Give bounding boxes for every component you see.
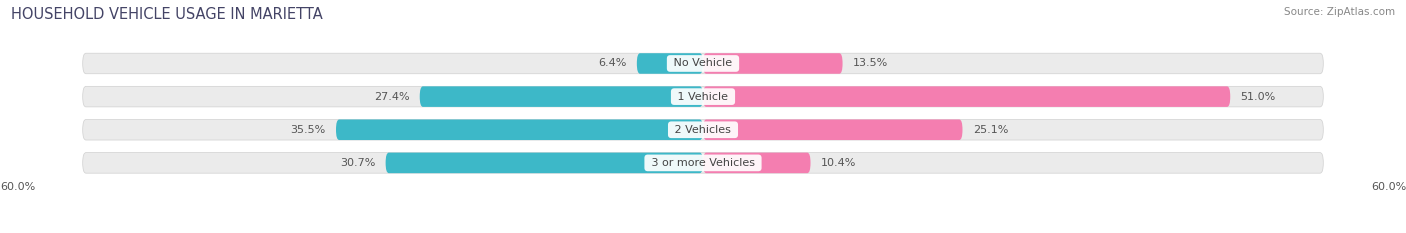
Text: 60.0%: 60.0% xyxy=(1371,182,1406,192)
Text: 35.5%: 35.5% xyxy=(291,125,326,135)
Text: 30.7%: 30.7% xyxy=(340,158,375,168)
Text: 13.5%: 13.5% xyxy=(853,58,889,69)
Text: 1 Vehicle: 1 Vehicle xyxy=(675,92,731,102)
Text: 10.4%: 10.4% xyxy=(821,158,856,168)
FancyBboxPatch shape xyxy=(83,86,1323,107)
FancyBboxPatch shape xyxy=(703,153,810,173)
FancyBboxPatch shape xyxy=(703,86,1230,107)
FancyBboxPatch shape xyxy=(385,153,703,173)
FancyBboxPatch shape xyxy=(420,86,703,107)
Text: 60.0%: 60.0% xyxy=(0,182,35,192)
Text: Source: ZipAtlas.com: Source: ZipAtlas.com xyxy=(1284,7,1395,17)
FancyBboxPatch shape xyxy=(336,120,703,140)
Text: 51.0%: 51.0% xyxy=(1240,92,1275,102)
Text: 6.4%: 6.4% xyxy=(598,58,627,69)
FancyBboxPatch shape xyxy=(703,120,963,140)
FancyBboxPatch shape xyxy=(83,53,1323,74)
FancyBboxPatch shape xyxy=(83,120,1323,140)
Text: 3 or more Vehicles: 3 or more Vehicles xyxy=(648,158,758,168)
Text: No Vehicle: No Vehicle xyxy=(671,58,735,69)
FancyBboxPatch shape xyxy=(637,53,703,74)
Text: 25.1%: 25.1% xyxy=(973,125,1008,135)
Text: HOUSEHOLD VEHICLE USAGE IN MARIETTA: HOUSEHOLD VEHICLE USAGE IN MARIETTA xyxy=(11,7,323,22)
FancyBboxPatch shape xyxy=(703,53,842,74)
Text: 2 Vehicles: 2 Vehicles xyxy=(671,125,735,135)
Text: 27.4%: 27.4% xyxy=(374,92,409,102)
FancyBboxPatch shape xyxy=(83,153,1323,173)
